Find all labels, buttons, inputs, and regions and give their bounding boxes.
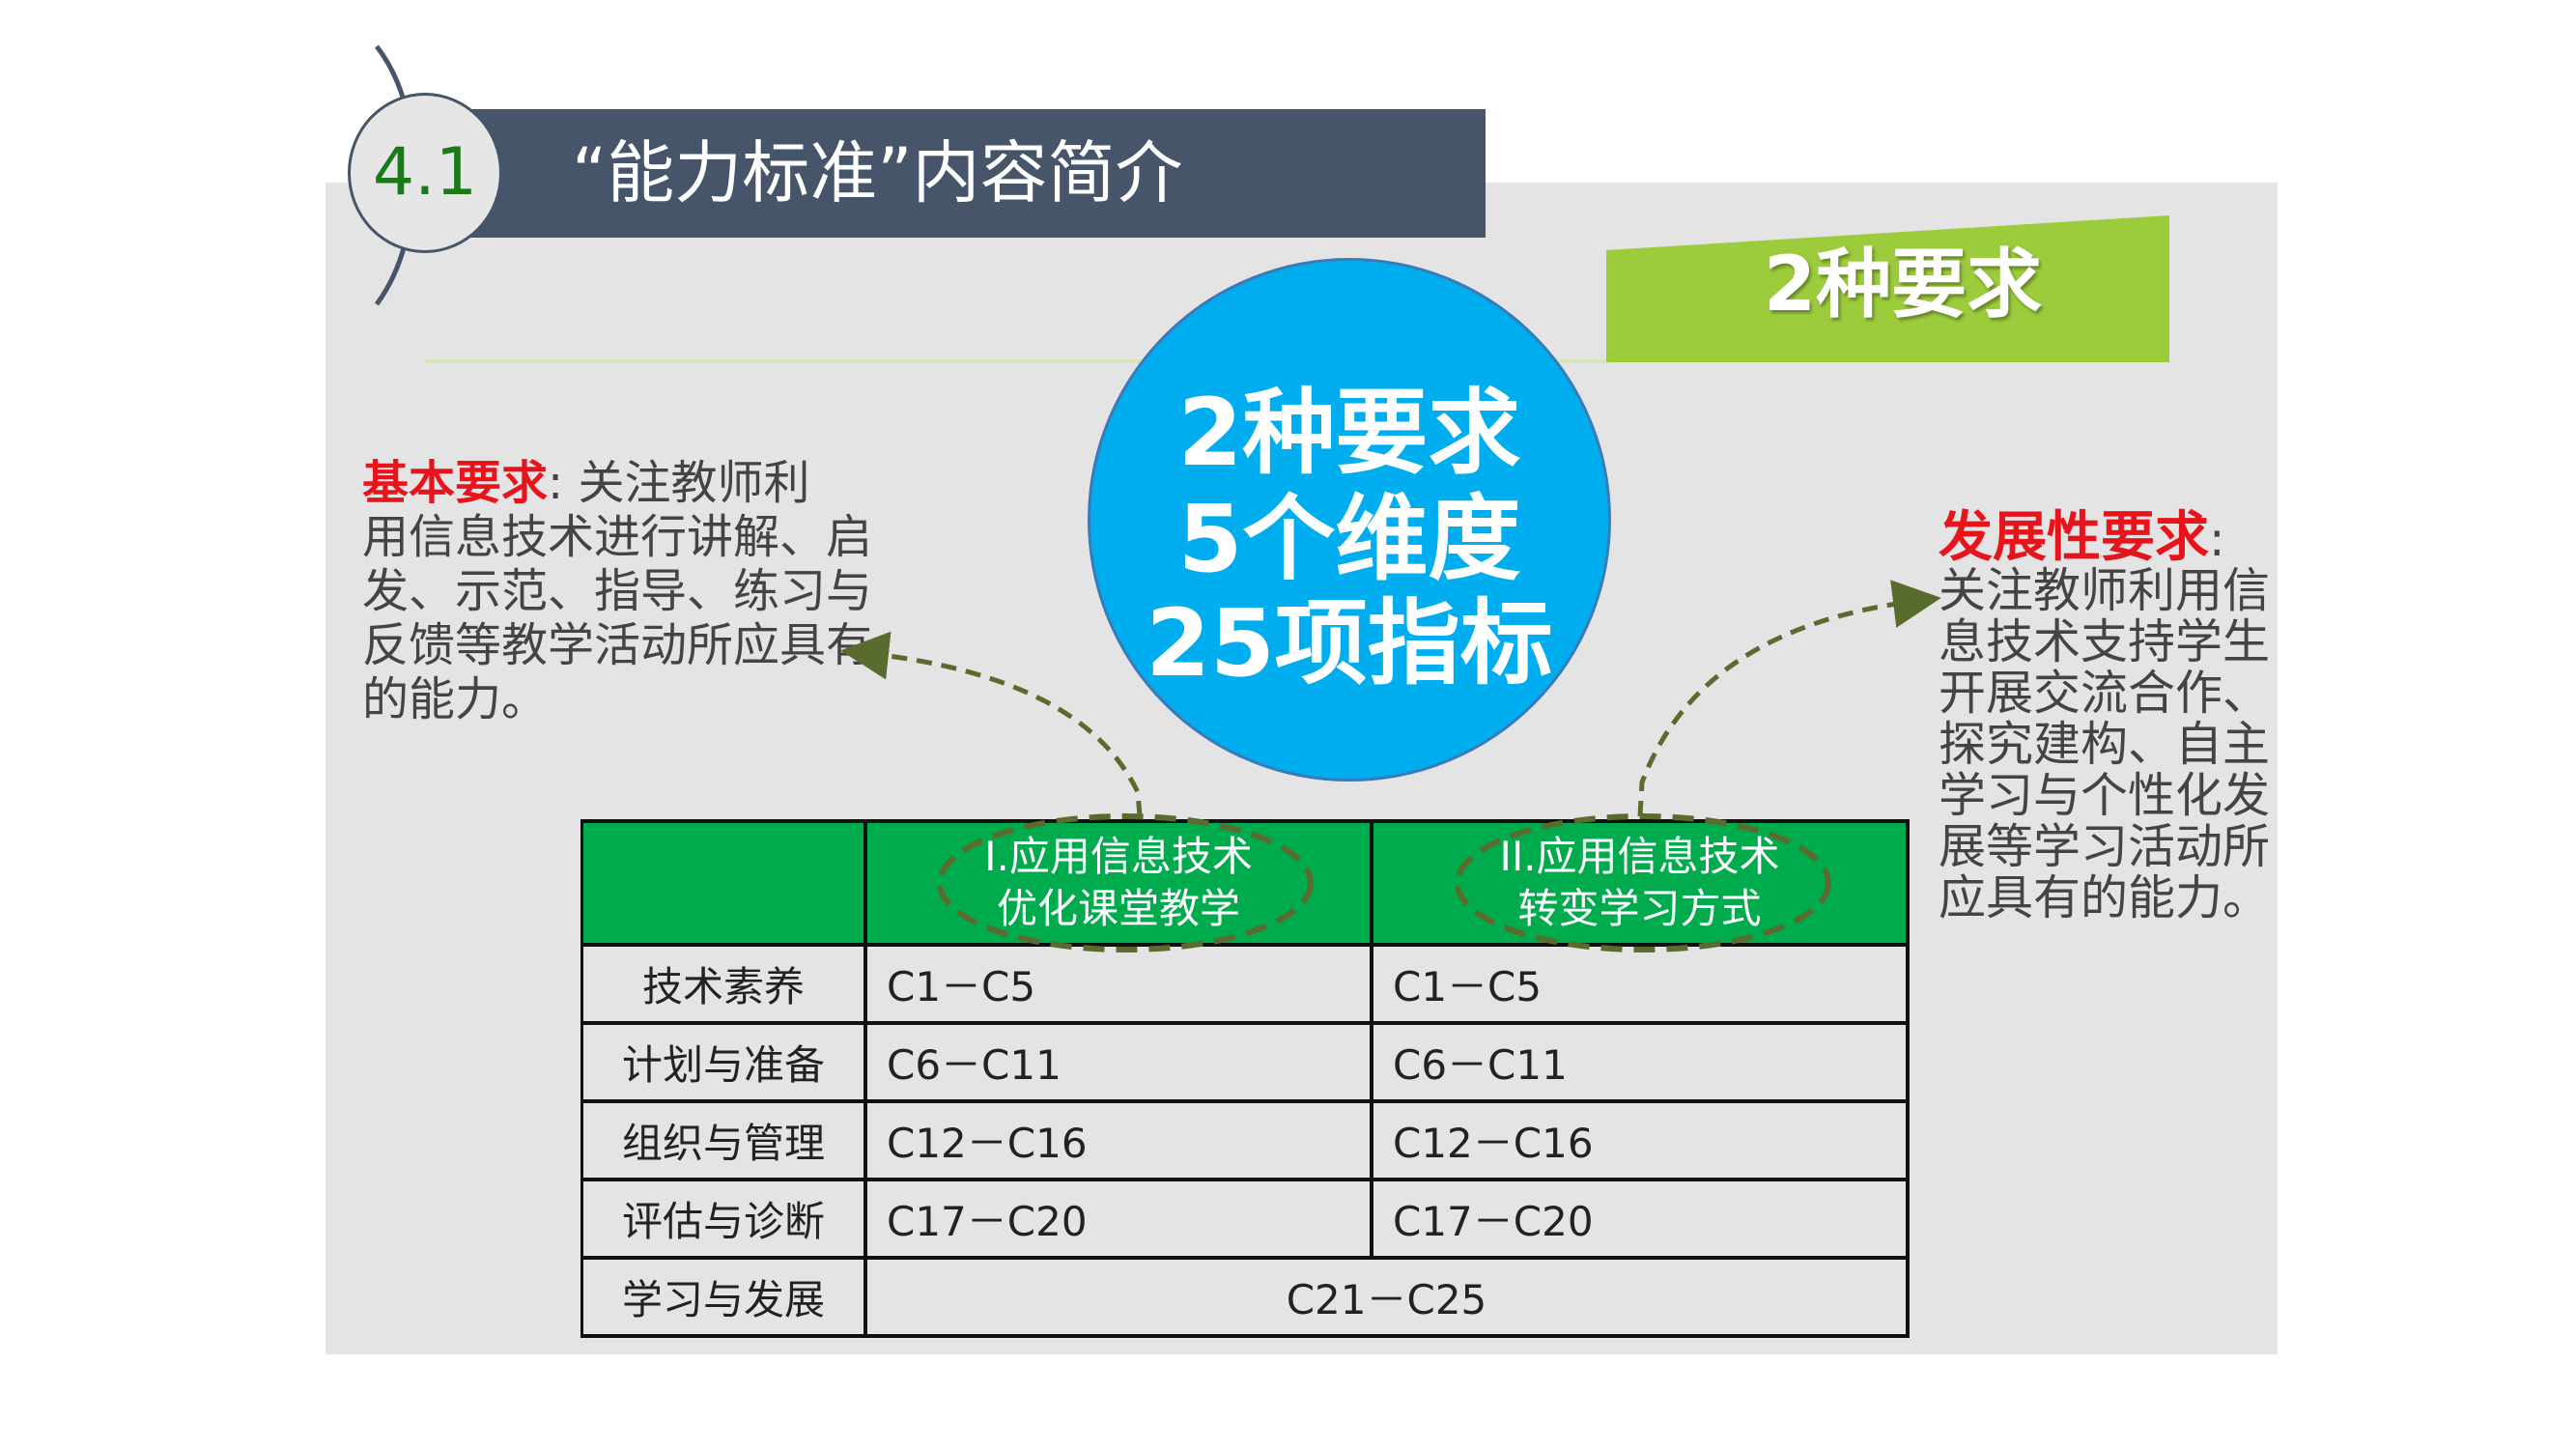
note-line: 息技术支持学生: [1939, 614, 2271, 669]
divider-line: [425, 359, 1613, 363]
column-header-line: 优化课堂教学: [996, 885, 1240, 932]
table-cell-merged: C21－C25: [863, 1256, 1910, 1338]
page-title: “能力标准”内容简介: [572, 133, 1183, 213]
table-cell: C6－C11: [1370, 1021, 1910, 1103]
development-requirement-note: 发展性要求: 关注教师利用信 息技术支持学生 开展交流合作、 探究建构、自主 学…: [1939, 511, 2271, 925]
table-cell: C6－C11: [863, 1021, 1373, 1103]
table-header-row: I.应用信息技术 优化课堂教学 II.应用信息技术 转变学习方式: [580, 819, 1910, 947]
colon: :: [2209, 512, 2225, 567]
note-line: 应具有的能力。: [1939, 870, 2271, 925]
column-header-line: 转变学习方式: [1517, 885, 1762, 932]
circle-line-3: 25项指标: [1146, 589, 1553, 697]
row-label: 学习与发展: [580, 1256, 867, 1338]
table-row: 学习与发展 C21－C25: [580, 1256, 1910, 1338]
note-line: 关注教师利: [578, 456, 810, 510]
table-cell: C12－C16: [1370, 1099, 1910, 1181]
note-line: 的能力。: [362, 672, 549, 726]
table-cell: C1－C5: [1370, 943, 1910, 1025]
circle-line-2: 5个维度: [1177, 485, 1521, 593]
banner-label: 2种要求: [1763, 242, 2043, 328]
column-header-line: I.应用信息技术: [984, 833, 1253, 880]
summary-circle: [1088, 258, 1611, 782]
note-line: 学习与个性化发: [1939, 768, 2271, 823]
note-line: 展等学习活动所: [1939, 819, 2271, 874]
table-row: 计划与准备 C6－C11 C6－C11: [580, 1021, 1910, 1103]
column-header-transform-learning: II.应用信息技术 转变学习方式: [1370, 819, 1910, 947]
basic-requirement-note: 基本要求: 关注教师利 用信息技术进行讲解、启 发、示范、指导、练习与 反馈等教…: [362, 456, 872, 726]
basic-requirement-heading: 基本要求: [362, 456, 549, 510]
title-bar: [435, 109, 1486, 238]
row-label: 技术素养: [580, 943, 867, 1025]
note-line: 用信息技术进行讲解、启: [362, 510, 873, 564]
column-header-optimize-teaching: I.应用信息技术 优化课堂教学: [863, 819, 1373, 947]
development-requirement-heading: 发展性要求: [1939, 506, 2209, 569]
table-cell: C17－C20: [1370, 1178, 1910, 1260]
table-row: 组织与管理 C12－C16 C12－C16: [580, 1099, 1910, 1181]
row-label: 计划与准备: [580, 1021, 867, 1103]
note-line: 开展交流合作、: [1939, 666, 2271, 721]
table-cell: C1－C5: [863, 943, 1373, 1025]
section-number-badge: 4.1: [348, 93, 502, 253]
header-empty-cell: [580, 819, 867, 947]
table-cell: C12－C16: [863, 1099, 1373, 1181]
column-header-line: II.应用信息技术: [1499, 833, 1780, 880]
note-line: 反馈等教学活动所应具有: [362, 618, 873, 672]
banner-background: [1606, 215, 2169, 362]
note-line: 关注教师利用信: [1939, 563, 2271, 618]
note-line: 探究建构、自主: [1939, 717, 2271, 772]
table-cell: C17－C20: [863, 1178, 1373, 1260]
table-row: 评估与诊断 C17－C20 C17－C20: [580, 1178, 1910, 1260]
standards-table: I.应用信息技术 优化课堂教学 II.应用信息技术 转变学习方式 技术素养 C1－C5…: [580, 819, 1910, 1338]
row-label: 组织与管理: [580, 1099, 867, 1181]
table-row: 技术素养 C1－C5 C1－C5: [580, 943, 1910, 1025]
note-line: 发、示范、指导、练习与: [362, 564, 873, 618]
row-label: 评估与诊断: [580, 1178, 867, 1260]
circle-line-1: 2种要求: [1177, 379, 1521, 487]
colon: :: [548, 456, 564, 510]
